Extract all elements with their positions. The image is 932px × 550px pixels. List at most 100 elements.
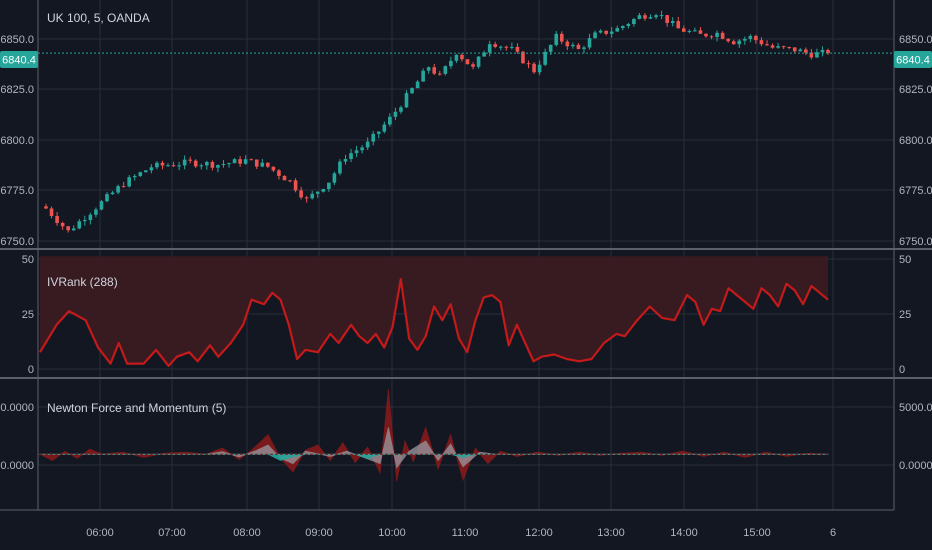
candle-body — [232, 159, 237, 164]
candle-body — [160, 162, 165, 166]
candle-body — [809, 52, 814, 58]
candle-body — [266, 162, 270, 167]
candle-body — [754, 35, 758, 41]
candle-body — [410, 88, 414, 94]
candle-body — [709, 36, 714, 38]
time-label-day-6: 6 — [830, 527, 836, 539]
candle-body — [376, 131, 381, 134]
ivrank-left-tick-0: 0 — [28, 364, 34, 376]
candle-body — [615, 28, 620, 32]
time-label-0700: 07:00 — [158, 527, 186, 539]
time-label-1300: 13:00 — [597, 527, 625, 539]
candle-body — [620, 26, 625, 29]
candle-body — [166, 165, 170, 167]
candle-body — [543, 51, 547, 65]
candle-body — [731, 41, 736, 45]
candle-body — [743, 38, 747, 41]
candle-body — [526, 63, 531, 65]
last-price-tags: 6840.4 6840.4 — [0, 51, 932, 68]
candlestick-series — [44, 10, 830, 233]
ivrank-right-tick-0: 0 — [899, 364, 905, 376]
ivrank-line — [39, 278, 829, 367]
candle-body — [293, 180, 298, 191]
ivrank-right-tick-25: 25 — [899, 309, 911, 321]
candle-body — [454, 54, 459, 61]
candle-body — [715, 32, 719, 37]
candle-body — [643, 15, 647, 19]
axis-labels: 6850.0 6825.0 6800.0 6775.0 6750.0 6850.… — [0, 34, 932, 472]
candle-body — [504, 46, 509, 48]
candle-body — [66, 226, 70, 231]
candle-body — [177, 165, 181, 167]
ivrank-pane-title: IVRank (288) — [47, 275, 118, 289]
candle-body — [227, 163, 231, 165]
candle-body — [249, 159, 254, 161]
candle-body — [83, 220, 87, 222]
candle-body — [193, 160, 198, 167]
time-label-0600: 06:00 — [86, 527, 114, 539]
candle-body — [138, 172, 143, 176]
right-tick-6775: 6775.0 — [899, 185, 932, 197]
candle-body — [243, 159, 248, 164]
candle-body — [482, 52, 486, 57]
candle-body — [748, 35, 753, 39]
candle-body — [221, 164, 226, 166]
candle-body — [282, 175, 287, 181]
price-pane[interactable]: UK 100, 5, OANDA — [38, 10, 894, 233]
last-price-tag-right-text: 6840.4 — [896, 55, 930, 67]
candle-body — [571, 44, 575, 47]
candle-body — [449, 60, 453, 67]
candle-body — [354, 150, 359, 154]
candle-body — [565, 41, 570, 47]
candle-body — [121, 186, 126, 188]
candle-body — [593, 32, 597, 39]
newton-pane[interactable]: Newton Force and Momentum (5) — [39, 389, 829, 482]
candle-body — [44, 206, 48, 209]
candle-body — [88, 214, 93, 221]
candle-body — [637, 15, 642, 19]
candle-body — [105, 194, 109, 202]
candle-body — [338, 161, 342, 174]
candle-body — [776, 46, 780, 48]
candle-body — [554, 33, 559, 45]
candle-body — [693, 30, 697, 32]
candle-body — [238, 159, 242, 164]
candle-body — [765, 44, 769, 46]
candle-body — [360, 147, 364, 151]
candle-body — [399, 107, 403, 112]
candle-body — [726, 38, 730, 42]
candle-body — [737, 40, 742, 45]
right-tick-6850: 6850.0 — [899, 34, 932, 46]
candle-body — [792, 47, 797, 52]
candle-body — [426, 67, 431, 71]
candle-body — [71, 228, 76, 231]
candle-body — [421, 70, 425, 82]
newton-left-tick-5000: 5000.0000 — [0, 402, 34, 414]
candle-body — [188, 159, 192, 161]
time-label-1500: 15:00 — [743, 527, 771, 539]
candle-body — [815, 52, 819, 58]
candle-body — [382, 124, 387, 132]
ivrank-pane[interactable]: IVRank (288) — [39, 256, 829, 367]
candle-body — [576, 44, 581, 49]
candle-body — [654, 15, 658, 18]
candle-body — [804, 49, 808, 53]
candle-body — [704, 33, 708, 37]
candle-body — [304, 197, 309, 199]
candle-body — [182, 159, 187, 166]
candle-body — [676, 21, 681, 29]
main-pane-title: UK 100, 5, OANDA — [47, 11, 150, 25]
right-tick-6825: 6825.0 — [899, 84, 932, 96]
candle-body — [55, 216, 59, 223]
candle-body — [604, 30, 608, 34]
candle-body — [277, 170, 281, 176]
left-tick-6850: 6850.0 — [0, 34, 34, 46]
last-price-tag-left-text: 6840.4 — [2, 55, 36, 67]
newton-right-tick-5000: 5000.0000 — [899, 402, 932, 414]
candle-body — [327, 182, 331, 190]
newton-area-series — [39, 389, 829, 482]
candle-body — [437, 73, 442, 75]
candle-body — [49, 208, 54, 217]
candle-body — [144, 170, 148, 173]
